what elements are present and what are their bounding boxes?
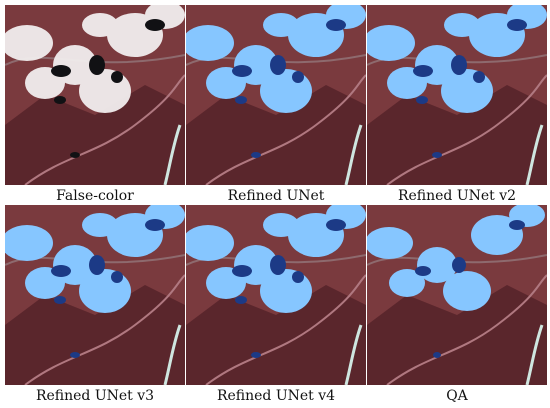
refined-unet-v2-mask-scene [367, 5, 547, 185]
panel-cell-4: Refined UNet v3 [5, 205, 185, 405]
panel-image-refined-unet-v3 [5, 205, 185, 385]
panel-caption: False-color [56, 188, 134, 204]
panel-caption: QA [446, 388, 468, 404]
panel-image-qa [367, 205, 547, 385]
refined-unet-v4-mask-scene [186, 205, 366, 385]
panel-cell-1: False-color [5, 5, 185, 205]
panel-cell-3: Refined UNet v2 [367, 5, 547, 205]
panel-caption: Refined UNet v4 [216, 388, 336, 404]
panel-cell-6: QA [367, 205, 547, 405]
panel-caption: Refined UNet v2 [397, 188, 517, 204]
panel-image-refined-unet-v4 [186, 205, 366, 385]
refined-unet-mask-scene [186, 5, 366, 185]
panel-image-refined-unet-v2 [367, 5, 547, 185]
panel-image-refined-unet [186, 5, 366, 185]
false-color-scene [5, 5, 185, 185]
panel-cell-5: Refined UNet v4 [186, 205, 366, 405]
panel-cell-2: Refined UNet [186, 5, 366, 205]
panel-image-false-color [5, 5, 185, 185]
refined-unet-v3-mask-scene [5, 205, 185, 385]
qa-mask-scene [367, 205, 547, 385]
panel-caption: Refined UNet [227, 188, 325, 204]
panel-caption: Refined UNet v3 [35, 388, 155, 404]
